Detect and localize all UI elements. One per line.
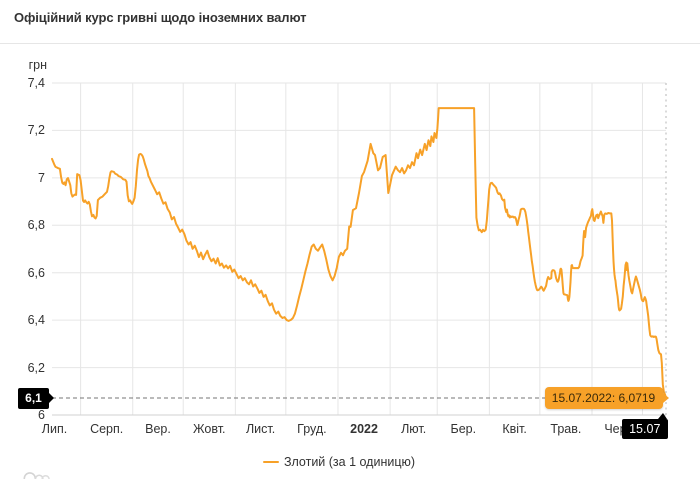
y-tick-label: 7,2 <box>27 123 45 138</box>
legend[interactable]: Злотий (за 1 одиницю) <box>0 452 700 469</box>
x-tick-label: Лист. <box>245 421 276 436</box>
value-badge-pointer-icon <box>49 393 54 404</box>
tooltip: 15.07.2022: 6,0719 <box>544 387 669 409</box>
x-tick-label: Бер. <box>450 421 477 436</box>
legend-line-icon <box>262 461 279 463</box>
date-badge-pointer-icon <box>657 412 667 419</box>
x-tick-label: Трав. <box>550 421 582 436</box>
y-axis-unit-label: грн <box>28 58 47 72</box>
tooltip-text: 15.07.2022: 6,0719 <box>551 391 656 405</box>
x-tick-label: Вер. <box>145 421 171 436</box>
x-tick-label: 2022 <box>350 421 378 436</box>
current-date-label: 15.07 <box>629 421 661 436</box>
y-tick-label: 7,4 <box>27 76 45 90</box>
current-date-badge: 15.07 <box>622 412 668 439</box>
x-tick-label: Жовт. <box>193 421 226 436</box>
y-tick-label: 7 <box>38 170 45 185</box>
series-line-zloty <box>51 107 667 399</box>
watermark-arc-icon <box>41 474 50 479</box>
chart-title: Офіційний курс гривні щодо іноземних вал… <box>14 10 307 25</box>
y-tick-label: 6,6 <box>27 265 45 280</box>
y-tick-label: 6,4 <box>27 313 45 328</box>
current-value-badge: 6,1 <box>18 387 54 409</box>
tooltip-pointer-icon <box>662 392 669 403</box>
x-tick-label: Серп. <box>90 421 124 436</box>
x-tick-label: Квіт. <box>502 421 527 436</box>
x-tick-label: Лют. <box>401 421 427 436</box>
y-tick-label: 6,8 <box>27 218 45 233</box>
x-tick-label: Груд. <box>297 421 327 436</box>
legend-series-label[interactable]: Злотий (за 1 одиницю) <box>283 455 416 469</box>
chart-header: Офіційний курс гривні щодо іноземних вал… <box>0 0 700 44</box>
x-tick-label: Лип. <box>41 421 68 436</box>
y-tick-label: 6 <box>38 408 45 422</box>
watermark-arc-icon <box>23 472 37 479</box>
y-tick-label: 6,2 <box>27 360 45 375</box>
current-value-label: 6,1 <box>25 390 42 405</box>
